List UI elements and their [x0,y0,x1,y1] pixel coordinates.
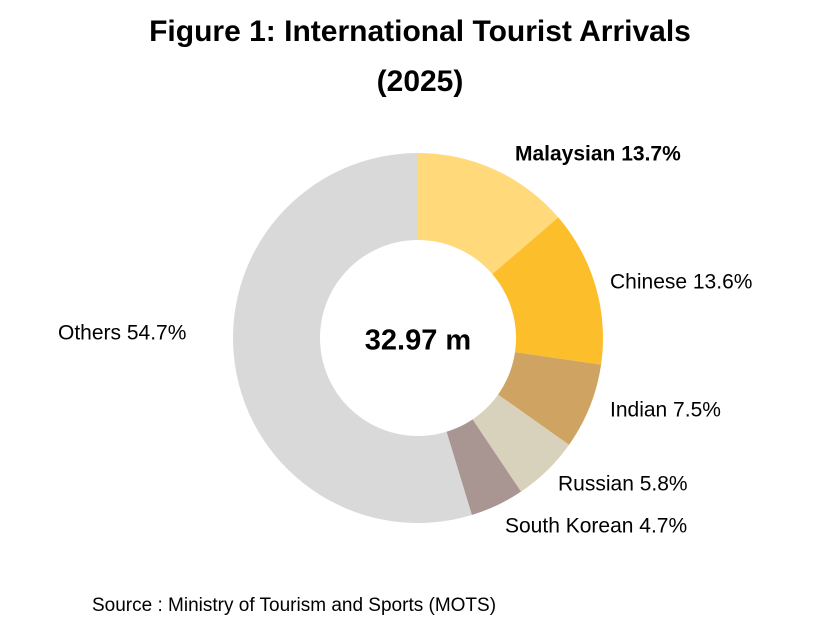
center-total-label: 32.97 m [365,325,471,357]
label-indian: Indian 7.5% [610,399,721,422]
label-malaysian: Malaysian 13.7% [515,143,681,166]
source-note: Source : Ministry of Tourism and Sports … [92,595,497,616]
label-south-korean: South Korean 4.7% [505,515,687,538]
label-chinese: Chinese 13.6% [610,271,752,294]
chart-title: Figure 1: International Tourist Arrivals [149,15,691,48]
donut-hole [320,240,516,436]
chart-subtitle-year: (2025) [376,65,464,98]
label-russian: Russian 5.8% [558,473,688,496]
label-others: Others 54.7% [58,322,186,345]
